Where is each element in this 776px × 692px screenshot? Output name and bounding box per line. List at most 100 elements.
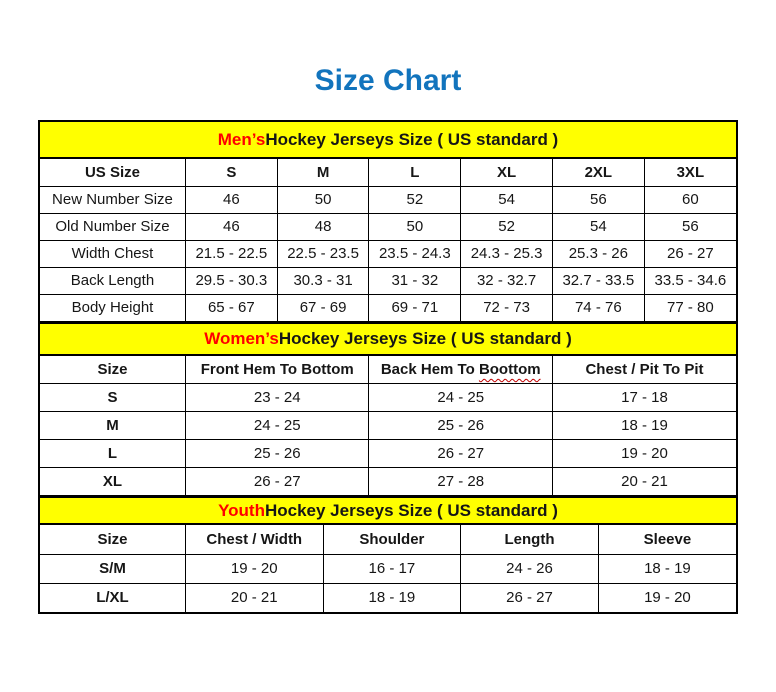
section-men: Men’s Hockey Jerseys Size ( US standard … <box>40 122 736 322</box>
size-value-cell: 32.7 - 33.5 <box>551 266 645 295</box>
column-header: Sleeve <box>597 525 736 555</box>
size-value-cell: 46 <box>184 212 278 241</box>
row-label: S <box>40 383 186 412</box>
size-value-cell: 19 - 20 <box>551 439 736 468</box>
table-row: Width Chest 21.5 - 22.5 22.5 - 23.5 23.5 - … <box>40 239 736 268</box>
column-header: 2XL <box>551 159 645 187</box>
size-value-cell: 60 <box>643 185 736 214</box>
row-label: New Number Size <box>40 185 186 214</box>
size-value-cell: 26 - 27 <box>368 439 553 468</box>
table-row: Back Length 29.5 - 30.3 30.3 - 31 31 - 32 32… <box>40 266 736 295</box>
size-value-cell: 23 - 24 <box>184 383 370 412</box>
table-row: S/M 19 - 20 16 - 17 24 - 26 18 - 19 <box>40 553 736 584</box>
column-header: Back Hem To Boottom <box>368 355 553 384</box>
section-youth: Youth Hockey Jerseys Size ( US standard … <box>40 496 736 612</box>
size-value-cell: 16 - 17 <box>322 553 462 584</box>
column-header: Size <box>40 525 186 555</box>
size-value-cell: 67 - 69 <box>276 293 370 322</box>
size-value-cell: 69 - 71 <box>368 293 462 322</box>
size-value-cell: 25 - 26 <box>368 411 553 440</box>
column-header: Size <box>40 355 186 384</box>
section-header-youth-rest: Hockey Jerseys Size ( US standard ) <box>264 500 558 520</box>
size-value-cell: 77 - 80 <box>643 293 736 322</box>
size-value-cell: 74 - 76 <box>551 293 645 322</box>
size-value-cell: 56 <box>643 212 736 241</box>
size-value-cell: 26 - 27 <box>460 582 599 612</box>
size-value-cell: 52 <box>460 212 553 241</box>
table-row: Old Number Size 46 48 50 52 54 56 <box>40 212 736 241</box>
size-value-cell: 24.3 - 25.3 <box>460 239 553 268</box>
column-header: S <box>184 159 278 187</box>
column-header: L <box>368 159 462 187</box>
column-header: 3XL <box>643 159 736 187</box>
table-row: M 24 - 25 25 - 26 18 - 19 <box>40 411 736 440</box>
size-value-cell: 29.5 - 30.3 <box>184 266 278 295</box>
size-value-cell: 20 - 21 <box>551 467 736 496</box>
size-value-cell: 56 <box>551 185 645 214</box>
size-value-cell: 17 - 18 <box>551 383 736 412</box>
size-chart-container: Men’s Hockey Jerseys Size ( US standard … <box>38 120 738 614</box>
size-value-cell: 65 - 67 <box>184 293 278 322</box>
row-label: Width Chest <box>40 239 186 268</box>
column-header: Shoulder <box>322 525 462 555</box>
size-value-cell: 27 - 28 <box>368 467 553 496</box>
youth-size-table: Size Chest / Width Shoulder Length Sleeve S/M… <box>40 525 736 612</box>
column-header: Chest / Width <box>184 525 324 555</box>
column-header-row: US Size S M L XL 2XL 3XL <box>40 159 736 187</box>
size-value-cell: 50 <box>276 185 370 214</box>
size-value-cell: 24 - 25 <box>368 383 553 412</box>
size-value-cell: 32 - 32.7 <box>460 266 553 295</box>
column-header: Chest / Pit To Pit <box>551 355 736 384</box>
size-value-cell: 25 - 26 <box>184 439 370 468</box>
size-value-cell: 25.3 - 26 <box>551 239 645 268</box>
column-header: Length <box>460 525 599 555</box>
column-header: Front Hem To Bottom <box>184 355 370 384</box>
size-value-cell: 24 - 26 <box>460 553 599 584</box>
section-header-women-highlight: Women’s <box>204 328 279 348</box>
section-header-women-rest: Hockey Jerseys Size ( US standard ) <box>278 328 572 348</box>
page-title: Size Chart <box>314 64 462 97</box>
size-value-cell: 26 - 27 <box>184 467 370 496</box>
table-row: L 25 - 26 26 - 27 19 - 20 <box>40 439 736 468</box>
size-value-cell: 31 - 32 <box>368 266 462 295</box>
size-value-cell: 22.5 - 23.5 <box>276 239 370 268</box>
column-header: M <box>276 159 370 187</box>
size-value-cell: 33.5 - 34.6 <box>643 266 736 295</box>
size-value-cell: 24 - 25 <box>184 411 370 440</box>
section-header-youth-highlight: Youth <box>218 500 265 520</box>
row-label: Old Number Size <box>40 212 186 241</box>
size-value-cell: 20 - 21 <box>184 582 324 612</box>
misspelled-word: Boottom <box>478 360 541 378</box>
table-row: L/XL 20 - 21 18 - 19 26 - 27 19 - 20 <box>40 582 736 612</box>
size-value-cell: 18 - 19 <box>597 553 736 584</box>
column-header: US Size <box>40 159 186 187</box>
row-label: Body Height <box>40 293 186 322</box>
size-value-cell: 54 <box>551 212 645 241</box>
size-value-cell: 26 - 27 <box>643 239 736 268</box>
section-header-women: Women’s Hockey Jerseys Size ( US standar… <box>40 321 736 356</box>
size-value-cell: 54 <box>460 185 553 214</box>
size-value-cell: 48 <box>276 212 370 241</box>
row-label: M <box>40 411 186 440</box>
size-value-cell: 23.5 - 24.3 <box>368 239 462 268</box>
row-label: XL <box>40 467 186 496</box>
column-header-row: Size Chest / Width Shoulder Length Sleeve <box>40 525 736 555</box>
table-row: New Number Size 46 50 52 54 56 60 <box>40 185 736 214</box>
size-value-cell: 19 - 20 <box>184 553 324 584</box>
size-value-cell: 46 <box>184 185 278 214</box>
column-header-row: Size Front Hem To Bottom Back Hem To Boott… <box>40 355 736 384</box>
table-row: S 23 - 24 24 - 25 17 - 18 <box>40 383 736 412</box>
size-value-cell: 18 - 19 <box>551 411 736 440</box>
size-value-cell: 21.5 - 22.5 <box>184 239 278 268</box>
row-label: S/M <box>40 553 186 584</box>
table-row: XL 26 - 27 27 - 28 20 - 21 <box>40 467 736 496</box>
men-size-table: US Size S M L XL 2XL 3XL New Number Size 46 50 52 5… <box>40 159 736 322</box>
section-header-men-highlight: Men’s <box>217 129 266 149</box>
row-label: Back Length <box>40 266 186 295</box>
section-header-men-rest: Hockey Jerseys Size ( US standard ) <box>265 129 559 149</box>
women-size-table: Size Front Hem To Bottom Back Hem To Boott… <box>40 355 736 496</box>
section-header-youth: Youth Hockey Jerseys Size ( US standard … <box>40 496 736 525</box>
size-value-cell: 19 - 20 <box>597 582 736 612</box>
size-value-cell: 18 - 19 <box>322 582 462 612</box>
